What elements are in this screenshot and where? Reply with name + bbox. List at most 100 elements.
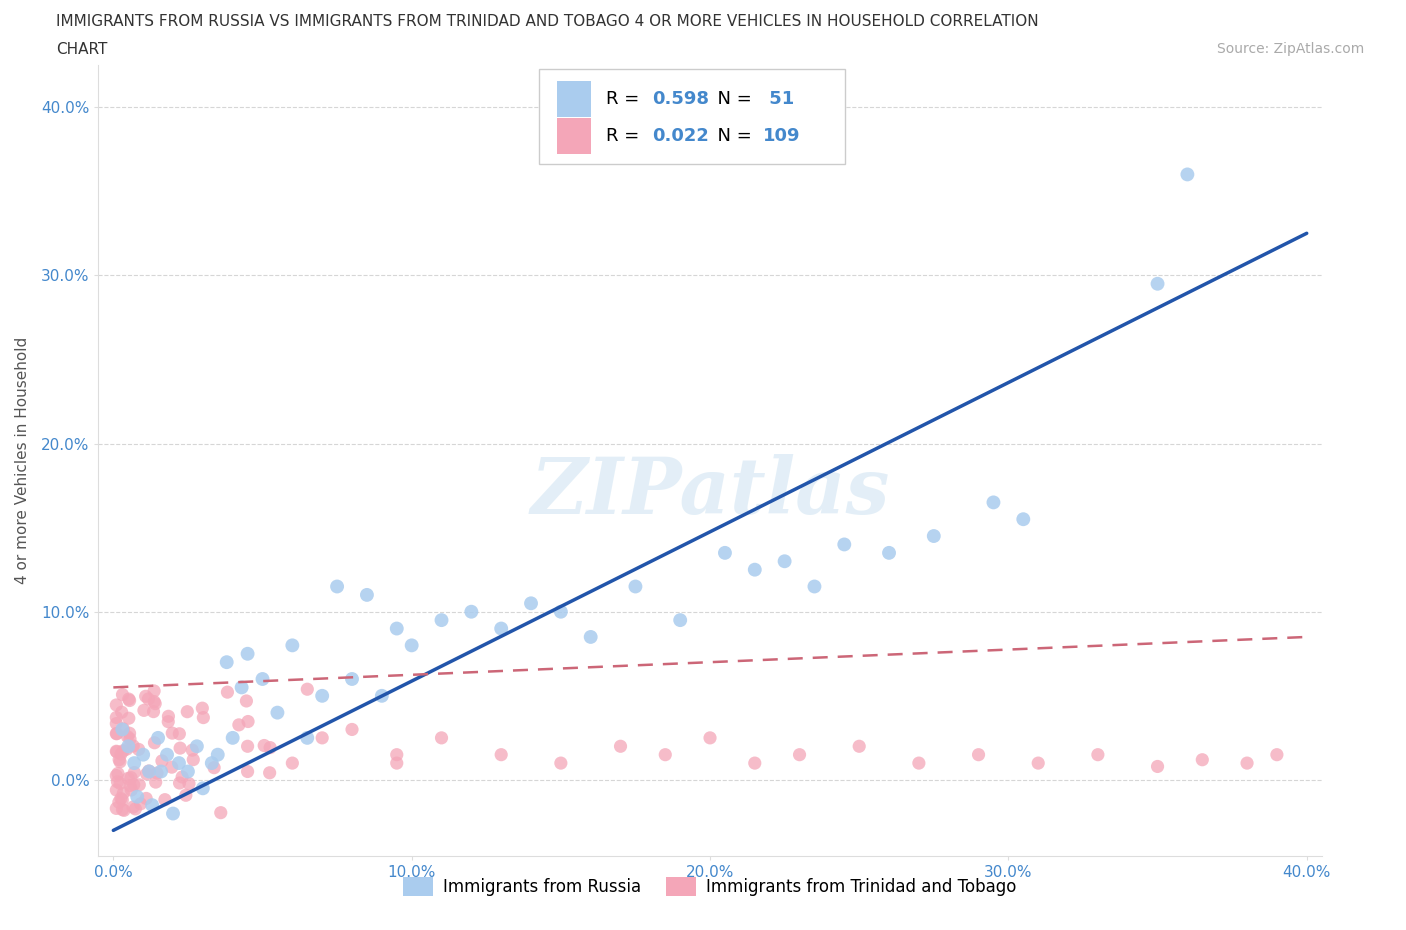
Point bbox=[129, 796, 152, 811]
Point bbox=[117, 771, 139, 786]
Point bbox=[489, 621, 512, 636]
Point bbox=[922, 528, 945, 543]
Point bbox=[112, 743, 135, 758]
Text: 0.598: 0.598 bbox=[652, 90, 710, 108]
Point bbox=[1177, 167, 1199, 182]
Point bbox=[789, 747, 811, 762]
Text: R =: R = bbox=[606, 90, 645, 108]
Point bbox=[108, 776, 131, 790]
Point bbox=[281, 756, 304, 771]
Point bbox=[105, 698, 128, 712]
Point bbox=[908, 756, 931, 771]
Point bbox=[146, 765, 169, 780]
Point bbox=[118, 692, 141, 707]
Point bbox=[460, 604, 482, 619]
Point bbox=[550, 604, 572, 619]
Point bbox=[193, 711, 215, 725]
FancyBboxPatch shape bbox=[538, 69, 845, 164]
Point bbox=[118, 778, 141, 793]
Point bbox=[122, 800, 145, 815]
Point bbox=[111, 705, 134, 720]
Point bbox=[132, 747, 155, 762]
Point bbox=[311, 688, 333, 703]
Point bbox=[207, 747, 229, 762]
Point bbox=[609, 738, 631, 753]
Point bbox=[162, 725, 184, 740]
Text: N =: N = bbox=[706, 90, 758, 108]
Point bbox=[311, 730, 333, 745]
Point bbox=[181, 752, 204, 767]
Y-axis label: 4 or more Vehicles in Household: 4 or more Vehicles in Household bbox=[15, 337, 30, 584]
Point bbox=[1012, 512, 1035, 526]
Text: 109: 109 bbox=[762, 127, 800, 145]
Point bbox=[297, 682, 319, 697]
Point bbox=[115, 742, 138, 757]
Point bbox=[297, 730, 319, 745]
Point bbox=[430, 730, 453, 745]
Point bbox=[181, 743, 204, 758]
Point bbox=[1087, 747, 1109, 762]
Point bbox=[105, 726, 128, 741]
Point bbox=[107, 775, 129, 790]
Point bbox=[215, 655, 238, 670]
Point bbox=[108, 795, 131, 810]
Point bbox=[120, 770, 142, 785]
Point bbox=[128, 777, 150, 792]
Legend: Immigrants from Russia, Immigrants from Trinidad and Tobago: Immigrants from Russia, Immigrants from … bbox=[396, 870, 1024, 903]
Point bbox=[143, 697, 166, 711]
Point bbox=[105, 801, 128, 816]
Point bbox=[169, 726, 191, 741]
Point bbox=[122, 738, 145, 753]
Point bbox=[145, 775, 167, 790]
Bar bbox=[557, 81, 592, 117]
Point bbox=[281, 638, 304, 653]
Point bbox=[120, 782, 142, 797]
Point bbox=[124, 765, 146, 780]
Point bbox=[201, 756, 224, 771]
Point bbox=[117, 729, 139, 744]
Point bbox=[489, 747, 512, 762]
Point bbox=[259, 740, 281, 755]
Point bbox=[138, 692, 160, 707]
Point bbox=[135, 689, 157, 704]
Point bbox=[122, 777, 145, 792]
Text: Source: ZipAtlas.com: Source: ZipAtlas.com bbox=[1216, 42, 1364, 56]
Point bbox=[111, 792, 134, 807]
Point bbox=[105, 768, 128, 783]
Point bbox=[266, 705, 288, 720]
Point bbox=[228, 717, 250, 732]
Point bbox=[150, 753, 173, 768]
Point bbox=[105, 726, 128, 741]
Point bbox=[186, 738, 208, 753]
Point bbox=[326, 579, 349, 594]
Point bbox=[105, 710, 128, 724]
Point bbox=[111, 722, 134, 737]
Point bbox=[122, 756, 145, 771]
Point bbox=[107, 766, 129, 781]
Point bbox=[624, 579, 647, 594]
Point bbox=[177, 764, 200, 779]
Point bbox=[773, 554, 796, 569]
Point bbox=[143, 694, 166, 709]
Point bbox=[669, 613, 692, 628]
Point bbox=[105, 744, 128, 759]
Point bbox=[385, 747, 408, 762]
Point bbox=[191, 700, 214, 715]
Point bbox=[110, 747, 132, 762]
Point bbox=[340, 671, 363, 686]
Point bbox=[138, 764, 160, 778]
Point bbox=[217, 684, 239, 699]
Point bbox=[235, 694, 257, 709]
Point bbox=[579, 630, 602, 644]
Point bbox=[153, 792, 176, 807]
Point bbox=[112, 803, 135, 817]
Point bbox=[105, 744, 128, 759]
Point bbox=[1026, 756, 1049, 771]
Point bbox=[356, 588, 378, 603]
Point bbox=[169, 776, 191, 790]
Point bbox=[160, 760, 183, 775]
Point bbox=[231, 680, 253, 695]
Point bbox=[236, 738, 259, 753]
Point bbox=[209, 805, 232, 820]
Point bbox=[138, 764, 160, 779]
